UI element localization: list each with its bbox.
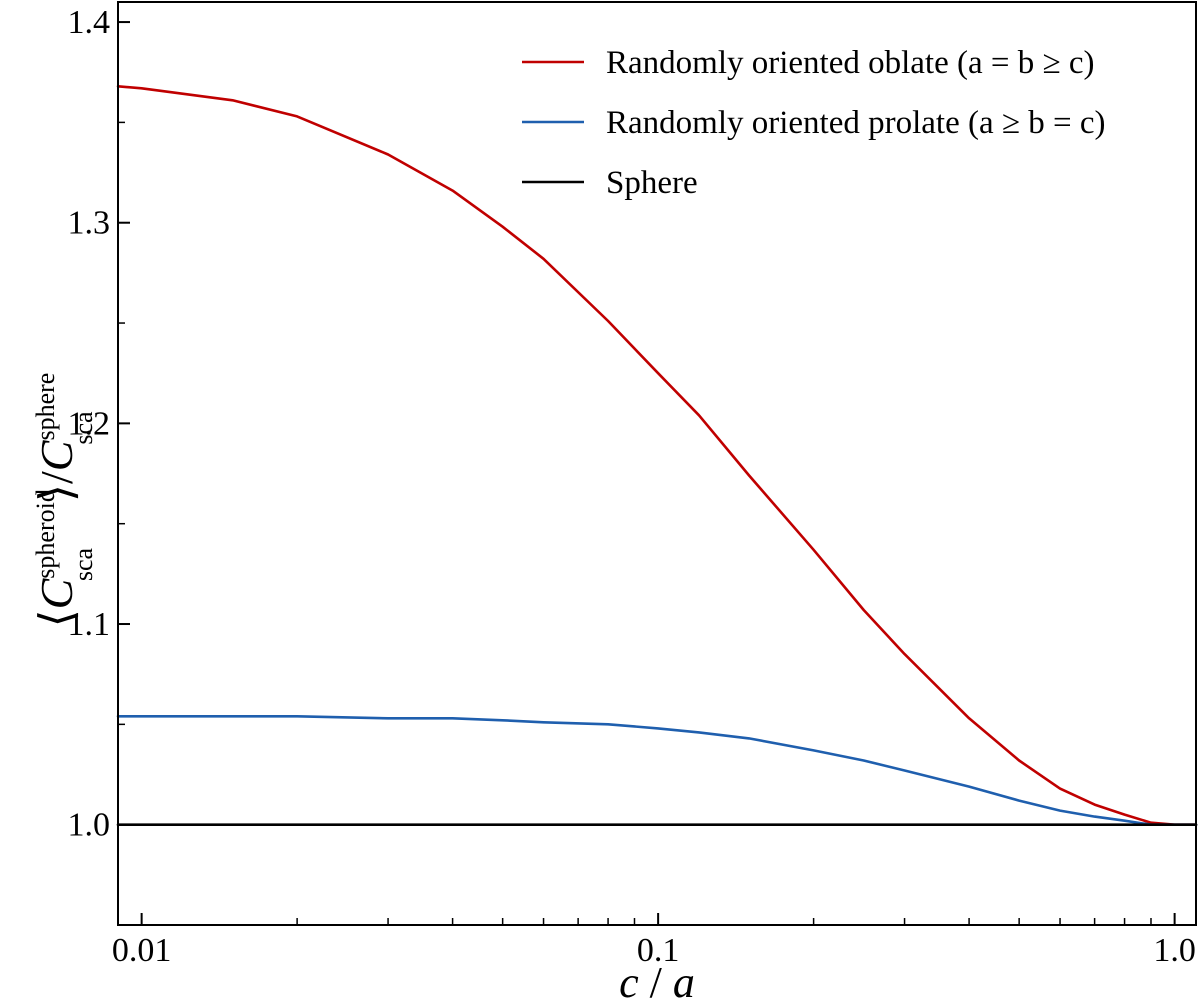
series-line-1: [116, 715, 1198, 826]
legend-label-0: Randomly oriented oblate (a = b ≥ c): [606, 45, 1095, 81]
x-axis-title-main: c: [619, 958, 639, 1003]
y-axis-title: ⟨Cspheroid sca⟩/Csphere sca: [31, 373, 98, 628]
y-tick-label: 1.1: [68, 606, 111, 643]
y-axis-title-sym2: C: [31, 439, 82, 471]
y-axis-title-open: ⟨: [31, 609, 82, 627]
x-tick-label: 0.01: [112, 932, 172, 969]
series-line-0: [116, 85, 1198, 826]
x-axis-title: c / a: [619, 958, 695, 1003]
legend: Randomly oriented oblate (a = b ≥ c) Rand…: [522, 45, 1105, 201]
y-axis-title-sym: C: [31, 577, 82, 609]
y-axis-title-sup2: sphere: [31, 373, 60, 441]
x-axis-title-sep: /: [639, 958, 673, 1003]
x-tick-label: 0.1: [637, 932, 680, 969]
y-axis-title-close: ⟩/: [31, 471, 82, 502]
series-layer: [116, 85, 1198, 826]
y-tick-label: 1.4: [68, 4, 111, 41]
plot-frame: [117, 1, 1197, 926]
legend-label-1: Randomly oriented prolate (a ≥ b = c): [606, 105, 1105, 141]
y-axis-title-sup1: spheroid: [31, 489, 60, 579]
y-axis-title-sub2: sca: [69, 411, 98, 445]
y-axis-title-sub1: sca: [69, 547, 98, 581]
y-tick-label: 1.3: [68, 205, 111, 242]
legend-label-2: Sphere: [606, 165, 698, 201]
y-tick-label: 1.2: [68, 405, 111, 442]
x-tick-label: 1.0: [1153, 932, 1196, 969]
y-tick-label: 1.0: [68, 807, 111, 844]
ticks-layer: 1.0 1.1 1.2 1.3 1.4 0.01 0.1 1.0: [68, 4, 1196, 969]
x-axis-title-den: a: [673, 958, 695, 1003]
